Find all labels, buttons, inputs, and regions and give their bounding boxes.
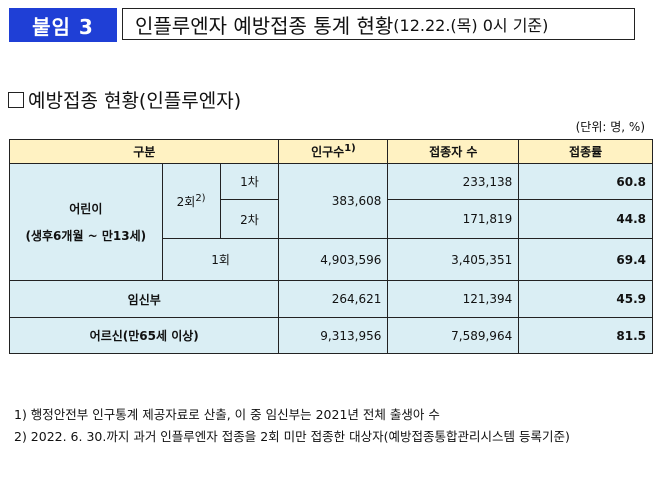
- section-title-text: 예방접종 현황(인플루엔자): [28, 90, 242, 112]
- header-category: 구분: [8, 139, 280, 164]
- two-dose-label: 2회2): [161, 163, 221, 239]
- square-bullet-icon: [8, 91, 24, 108]
- table-row: 어르신(만65세 이상) 9,313,956 7,589,964 81.5: [8, 317, 653, 354]
- unit-label: (단위: 명, %): [575, 120, 645, 134]
- pregnant-label: 임신부: [8, 280, 280, 318]
- pregnant-population: 264,621: [278, 280, 389, 318]
- header-rate: 접종률: [518, 139, 653, 164]
- dose1-vaccinated: 233,138: [387, 163, 520, 200]
- two-dose-population: 383,608: [278, 163, 389, 239]
- one-dose-population: 4,903,596: [278, 238, 389, 281]
- dose1-rate: 60.8: [518, 163, 653, 200]
- page-title-sub: (12.22.(목) 0시 기준): [393, 16, 549, 35]
- table-row: 임신부 264,621 121,394 45.9: [8, 280, 653, 318]
- footnote-2: 2) 2022. 6. 30.까지 과거 인플루엔자 접종을 2회 미만 접종한…: [14, 429, 570, 444]
- dose1-label: 1차: [219, 163, 280, 200]
- one-dose-vaccinated: 3,405,351: [387, 238, 520, 281]
- elderly-vaccinated: 7,589,964: [387, 317, 520, 354]
- elderly-rate: 81.5: [518, 317, 653, 354]
- elderly-label: 어르신(만65세 이상): [8, 317, 280, 354]
- dose2-rate: 44.8: [518, 199, 653, 239]
- footnote-1: 1) 행정안전부 인구통계 제공자료로 산출, 이 중 임신부는 2021년 전…: [14, 407, 440, 422]
- elderly-population: 9,313,956: [278, 317, 389, 354]
- page-title-main: 인플루엔자 예방접종 통계 현황: [135, 13, 394, 38]
- footnotes: 1) 행정안전부 인구통계 제공자료로 산출, 이 중 임신부는 2021년 전…: [14, 406, 646, 446]
- pregnant-rate: 45.9: [518, 280, 653, 318]
- table-row: 2차 171,819 44.8: [10, 199, 653, 239]
- children-label: 어린이 (생후6개월 ~ 만13세): [9, 163, 163, 281]
- header-population: 인구수1): [278, 139, 389, 164]
- section-title: 예방접종 현황(인플루엔자): [8, 86, 241, 113]
- one-dose-label: 1회: [161, 238, 280, 281]
- vaccination-table: 구분 인구수1) 접종자 수 접종률 어린이 (생후6개월 ~ 만13세) 2회…: [8, 139, 653, 354]
- header-vaccinated: 접종자 수: [387, 139, 520, 164]
- table-row: 어린이 (생후6개월 ~ 만13세) 2회2) 1차 383,608 233,1…: [9, 163, 653, 281]
- table-header-row: 구분 인구수1) 접종자 수 접종률: [8, 139, 653, 164]
- dose2-vaccinated: 171,819: [387, 199, 520, 239]
- one-dose-rate: 69.4: [518, 238, 653, 281]
- attachment-badge: 붙임 3: [9, 8, 117, 42]
- page-title: 인플루엔자 예방접종 통계 현황 (12.22.(목) 0시 기준): [122, 8, 635, 40]
- pregnant-vaccinated: 121,394: [387, 280, 520, 318]
- table-row: 1회 4,903,596 3,405,351 69.4: [10, 238, 653, 281]
- dose2-label: 2차: [219, 199, 280, 239]
